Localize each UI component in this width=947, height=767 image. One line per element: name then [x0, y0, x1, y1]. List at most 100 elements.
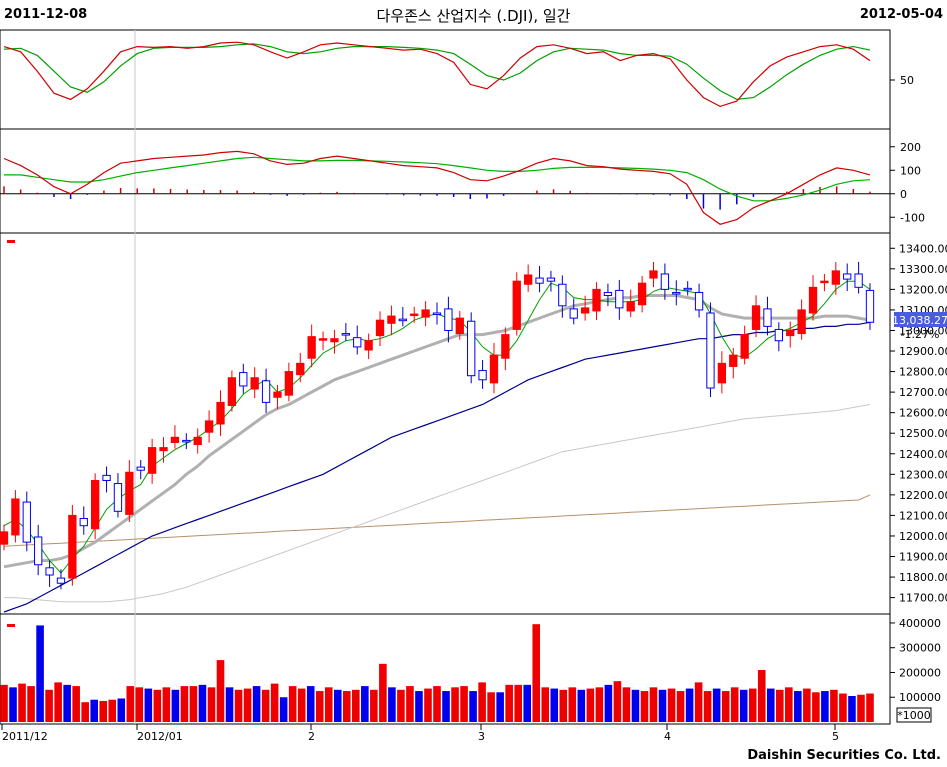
price-tick-label: 11900.00 [899, 551, 947, 564]
volume-bar [848, 696, 856, 722]
volume-bar [90, 699, 99, 722]
stochastic-k-line [3, 41, 871, 108]
volume-bar [541, 687, 550, 722]
volume-bar [757, 670, 766, 722]
candle-body [56, 577, 66, 584]
volume-bar [496, 692, 504, 722]
candle-body [227, 377, 237, 406]
volume-bar [739, 689, 748, 722]
candle-body [672, 291, 681, 295]
volume-bar [694, 682, 703, 722]
volume-bar [370, 689, 378, 722]
candle-body [660, 273, 670, 290]
volume-bar [785, 687, 793, 722]
candle-body [524, 274, 533, 285]
volume-bar [216, 660, 225, 722]
volume-bar [261, 689, 270, 722]
candle-body [717, 362, 727, 384]
candle-body [22, 501, 31, 543]
candle-body [261, 380, 271, 403]
macd-panel [0, 128, 891, 234]
volume-bar [803, 688, 811, 722]
volume-bar [478, 682, 486, 722]
volume-bar [775, 689, 784, 722]
chart-title: 다우존스 산업지수 (.DJI), 일간 [376, 7, 571, 25]
volume-bar [63, 684, 71, 722]
x-axis-label: 4 [664, 730, 671, 743]
volume-bar [586, 688, 595, 722]
candle-body [729, 354, 738, 367]
volume-bar [288, 686, 297, 722]
volume-bar [388, 687, 396, 722]
candle-body [501, 334, 510, 359]
volume-bar [830, 689, 838, 722]
volume-bar [721, 691, 730, 722]
volume-bar [315, 691, 324, 722]
volume-bar [99, 700, 108, 722]
candle-body [706, 312, 715, 389]
stochastic-signal-line [3, 43, 871, 101]
volume-bar [144, 688, 153, 722]
volume-bar [631, 689, 640, 722]
candle-body [432, 312, 442, 316]
volume-bar [162, 687, 171, 722]
macd-tick-label: 200 [900, 141, 921, 154]
price-tick-label: 13000.00 [899, 324, 947, 337]
price-tick-label: 11700.00 [899, 592, 947, 605]
price-tick-label: 12200.00 [899, 489, 947, 502]
volume-bar [766, 688, 775, 722]
price-tick-label: 12300.00 [899, 468, 947, 481]
volume-bar [342, 691, 351, 722]
candle-body [159, 447, 168, 452]
candle-body [603, 291, 613, 297]
change-pct-label: -1.27% [901, 328, 940, 341]
candle-body [239, 372, 248, 387]
candle-body [808, 286, 818, 314]
volume-bar [27, 686, 35, 722]
volume-bar [532, 624, 541, 722]
volume-bar [667, 688, 676, 722]
volume-bar [577, 689, 586, 722]
ma20-line [3, 294, 871, 569]
volume-bar [442, 691, 450, 722]
candle-body [182, 439, 191, 443]
volume-bar [361, 686, 369, 722]
volume-bar [135, 687, 144, 722]
stochastic-panel [0, 29, 891, 130]
last-price-label: 13,038.27 [892, 314, 947, 327]
volume-bar [658, 689, 667, 722]
volume-bar [523, 684, 532, 722]
volume-bar [234, 689, 243, 722]
volume-bar [72, 686, 80, 722]
volume-bar [297, 688, 306, 722]
volume-tick-label: 200000 [899, 666, 941, 679]
price-panel-marker [7, 240, 15, 243]
candle-body [444, 308, 453, 331]
volume-bar [117, 698, 126, 722]
volume-bar [0, 684, 8, 722]
candle-body [774, 328, 783, 342]
candle-body [831, 270, 840, 285]
candle-body [478, 370, 487, 381]
volume-bar [198, 684, 207, 722]
candle-body [34, 536, 43, 566]
volume-bar [252, 686, 261, 722]
unit-box [896, 707, 932, 723]
candle-body [204, 420, 214, 433]
volume-bar [640, 691, 649, 722]
volume-bar [460, 686, 468, 722]
volume-bar [794, 691, 802, 722]
candle-body [364, 340, 373, 351]
volume-bar [243, 688, 252, 722]
candle-body [797, 309, 806, 335]
volume-bar [748, 688, 757, 722]
volume-bar [866, 693, 874, 722]
volume-bar [595, 687, 604, 722]
volume-bar [604, 684, 613, 722]
volume-bar [225, 687, 234, 722]
candle-body [147, 447, 157, 474]
volume-bar [730, 687, 739, 722]
macd-tick-label: 0 [900, 188, 907, 201]
volume-bar [180, 686, 189, 722]
